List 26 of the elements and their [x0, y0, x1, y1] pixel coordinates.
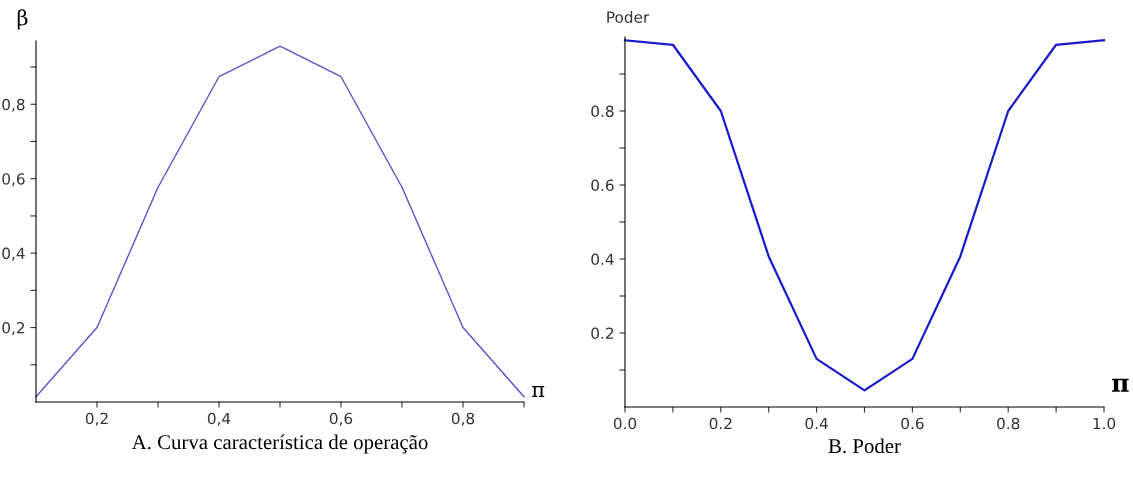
x-tick-label: 0,4	[207, 412, 231, 426]
y-tick-label: 0,2	[2, 322, 25, 336]
x-axis-title: π	[532, 386, 545, 397]
x-tick-label: 0.2	[709, 417, 732, 430]
y-tick-label: 0,6	[2, 173, 25, 187]
line-series	[623, 39, 1106, 392]
line-series	[35, 45, 525, 398]
x-tick-label: 1.0	[1093, 417, 1116, 430]
x-tick-label: 0,6	[329, 412, 353, 426]
y-axis-title: β	[17, 9, 28, 30]
y-tick-label: 0.4	[591, 253, 614, 266]
y-tick-label: 0.6	[591, 179, 614, 192]
x-tick-label: 0,2	[85, 412, 108, 426]
y-axis-title: Poder	[607, 11, 650, 23]
x-axis-title: π	[1112, 378, 1129, 392]
y-tick-label: 0.2	[591, 327, 614, 340]
text: B. Poder	[828, 438, 901, 454]
x-tick-label: 0,8	[451, 412, 475, 426]
x-tick-label: 0.0	[613, 417, 637, 430]
y-tick-label: 0,8	[2, 98, 25, 112]
y-tick-label: 0.8	[591, 105, 614, 118]
x-tick-label: 0.8	[997, 417, 1020, 430]
y-tick-label: 0,4	[2, 247, 25, 261]
text: A. Curva característica de operação	[131, 434, 428, 454]
x-tick-label: 0.4	[805, 417, 828, 430]
x-tick-label: 0.6	[901, 417, 924, 430]
